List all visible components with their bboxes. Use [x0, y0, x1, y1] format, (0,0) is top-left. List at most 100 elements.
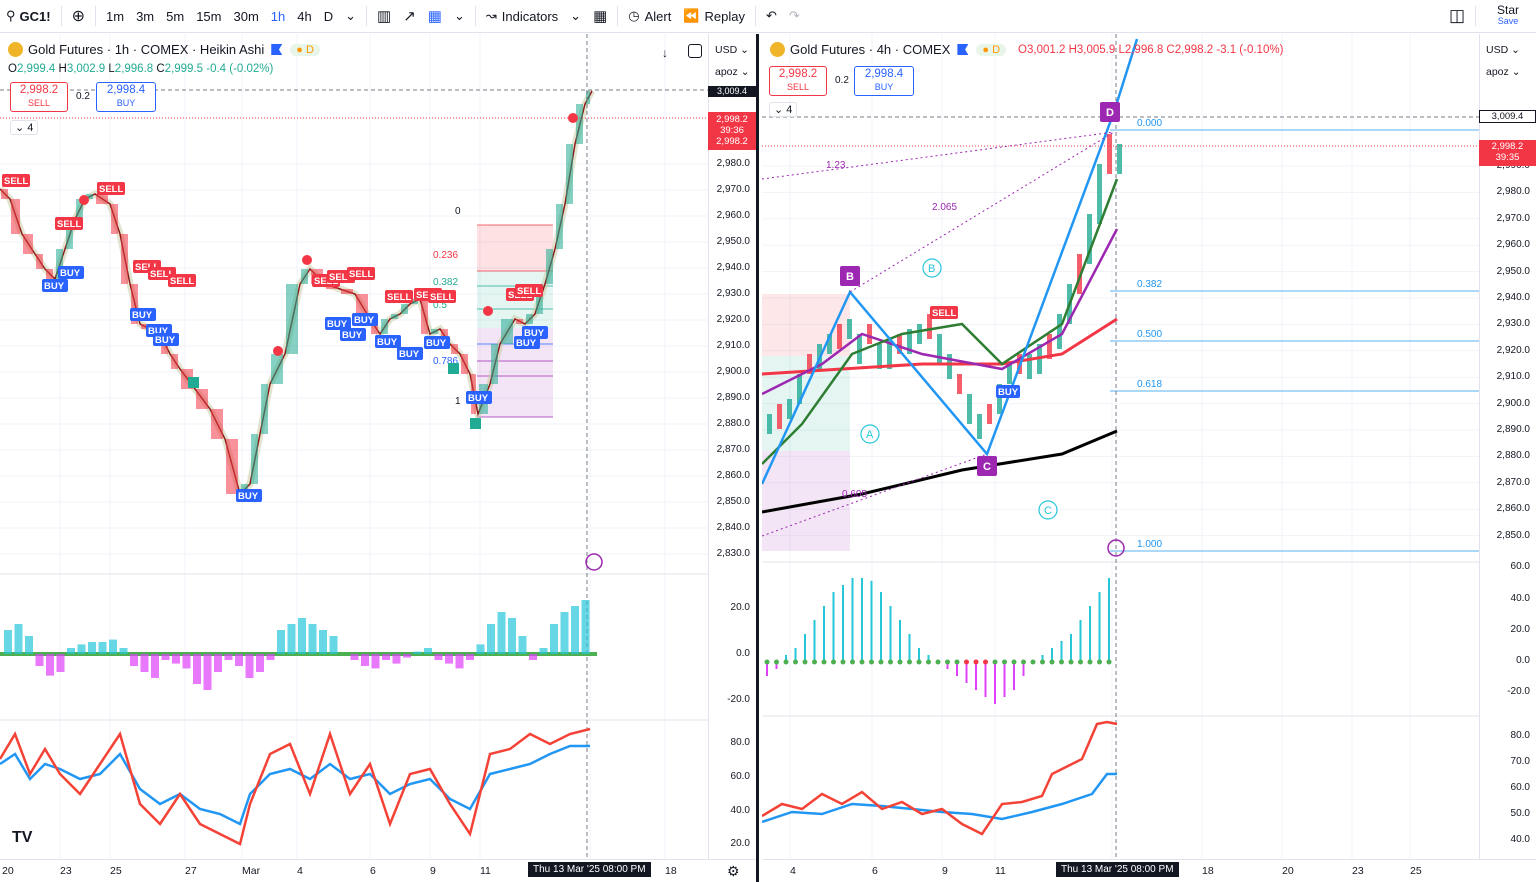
layout-toggle-button[interactable]: ◫ [1443, 0, 1471, 33]
check-marker-icon [470, 418, 481, 429]
interval-1m[interactable]: 1m [106, 8, 125, 24]
undo-button[interactable]: ↶ [760, 0, 783, 33]
settings-gear-icon[interactable]: ⚙ [727, 863, 740, 879]
osc-bar [4, 630, 12, 654]
alert-button[interactable]: ◷ Alert [622, 0, 677, 33]
right-time-axis[interactable]: 4 6 9 11 18 20 23 25 Thu 13 Mar '25 08:00 PM [762, 859, 1536, 882]
price-tick: 2,910.0 [716, 340, 750, 351]
buy-signal [397, 347, 423, 360]
time-label: 23 [1352, 865, 1364, 877]
buy-price: 2,998.4 [864, 68, 904, 80]
osc-bar [975, 662, 977, 690]
ohlc-high: 3,005.9 [1076, 43, 1116, 56]
sell-signal-label: SELL [329, 272, 353, 283]
chart-pane-right[interactable]: 0.000 0.382 0.500 0.618 1.000 B D C A B C 1.23 2.065… [762, 34, 1536, 882]
redo-button[interactable]: ↷ [783, 0, 806, 33]
osc-bar [918, 648, 920, 662]
osc-bar [67, 648, 75, 654]
compare-button[interactable]: ⊕ [66, 0, 91, 33]
osc-tick: 60.0 [1510, 782, 1530, 793]
lightning-icon [585, 553, 603, 571]
harmonic-ratio-line [762, 131, 1115, 180]
candle [566, 144, 573, 204]
buy-signal-label: BUY [148, 326, 169, 337]
osc-bar [1089, 606, 1091, 662]
spread: 0.2 [76, 91, 90, 102]
left-ohlc: O2,999.4 H3,002.9 L2,996.8 C2,999.5 -0.4… [8, 63, 274, 75]
right-price-axis[interactable]: USD ⌄ apoz ⌄ 2,990.02,980.02,970.02,960.… [1479, 34, 1536, 859]
price-tick: 2,980.0 [716, 158, 750, 169]
time-label: 6 [370, 865, 376, 877]
interval-1h[interactable]: 1h [270, 8, 286, 24]
save-area[interactable]: Star Save [1480, 4, 1536, 27]
candle [46, 269, 53, 279]
candle [341, 289, 353, 294]
osc-bar [956, 662, 958, 676]
osc-bar [371, 654, 380, 669]
buy-button[interactable]: 2,998.4 BUY [96, 82, 156, 112]
interval-d[interactable]: D [323, 8, 334, 24]
price-tick: 2,840.0 [716, 522, 750, 533]
indicators-button[interactable]: ↝ Indicators [480, 0, 564, 33]
ohlc-low: 2,996.8 [114, 63, 154, 75]
left-price-axis[interactable]: USD ⌄ apoz ⌄ 2,980.0 2,970.0 2,960.0 2,950.… [708, 34, 756, 859]
pattern-point-marker [977, 456, 997, 476]
osc-bar [581, 600, 590, 654]
indicator-collapse[interactable]: ⌄ 4 [10, 120, 39, 135]
scale-select[interactable]: apoz ⌄ [1486, 66, 1521, 78]
buy-signal-label: BUY [998, 387, 1019, 398]
buy-signal [236, 489, 262, 502]
gold-logo-icon [8, 42, 23, 57]
scale-select[interactable]: apoz ⌄ [715, 66, 750, 78]
candle [1057, 314, 1062, 349]
osc-tick: 50.0 [1510, 808, 1530, 819]
interval-15m[interactable]: 15m [196, 8, 222, 24]
interval-30m[interactable]: 30m [233, 8, 259, 24]
indicators-dropdown[interactable]: ⌄ [564, 0, 587, 33]
price-tick: 2,910.0 [1496, 371, 1530, 383]
maximize-button[interactable] [688, 44, 702, 58]
osc-zero-dot [1049, 659, 1055, 665]
sell-price: 2,998.2 [778, 68, 818, 80]
left-time-axis[interactable]: 20 23 25 27 Mar 4 6 9 11 18 Thu 13 Mar '25 08:00 P… [0, 859, 756, 882]
osc-bar [823, 606, 825, 662]
candle [997, 384, 1002, 414]
sell-signal-label: SELL [517, 286, 541, 297]
bar-type-button[interactable]: ▥ [371, 0, 397, 33]
sell-button[interactable]: 2,998.2 SELL [769, 66, 827, 96]
currency-select[interactable]: USD ⌄ [715, 44, 749, 56]
replay-button[interactable]: ⏪ Replay [677, 0, 751, 33]
interval-5m[interactable]: 5m [166, 8, 185, 24]
interval-4h[interactable]: 4h [297, 8, 312, 24]
chart-pane-left[interactable]: 0 0.236 0.382 0.5 0.786 1 SELL SELL SELL SELL SELL… [0, 34, 759, 882]
interval-3m[interactable]: 3m [136, 8, 155, 24]
line-type-button[interactable]: ↗ [397, 0, 422, 33]
price-tick: 2,890.0 [716, 392, 750, 403]
scroll-down-button[interactable]: ↓ [662, 46, 668, 60]
wave-label: B [928, 263, 935, 275]
ratio-label: 2.065 [932, 202, 957, 213]
layouts-button[interactable]: ▦ [587, 0, 613, 33]
candle [141, 324, 148, 329]
candle [86, 194, 93, 199]
candle [586, 91, 590, 104]
symbol-search[interactable]: ⚲ GC1! [6, 8, 51, 24]
candle [536, 284, 543, 314]
osc-tick: 60.0 [730, 771, 750, 782]
osc-bar [140, 654, 149, 672]
fib-label: 0.000 [1137, 118, 1162, 129]
chevron-down-icon: ⌄ [1511, 44, 1520, 56]
left-chart-canvas[interactable]: 00.2360.3820.50.7861SELLSELLSELLSELLSELL… [0, 34, 710, 859]
pattern-point-marker [840, 266, 860, 286]
osc-zero-dot [897, 659, 903, 665]
right-chart-canvas[interactable]: 0.000 0.382 0.500 0.618 1.000 B D C A B C 1.23 2.065… [762, 34, 1479, 859]
sell-button[interactable]: 2,998.2 SELL [10, 82, 68, 112]
currency-select[interactable]: USD ⌄ [1486, 44, 1520, 56]
heikin-button[interactable]: ▦ [422, 0, 448, 33]
interval-dropdown[interactable]: ⌄ [339, 0, 362, 33]
chart-type-dropdown[interactable]: ⌄ [448, 0, 471, 33]
buy-button[interactable]: 2,998.4 BUY [854, 66, 914, 96]
osc-bar [298, 618, 306, 654]
indicator-collapse[interactable]: ⌄ 4 [769, 102, 798, 117]
candle [1007, 364, 1012, 384]
